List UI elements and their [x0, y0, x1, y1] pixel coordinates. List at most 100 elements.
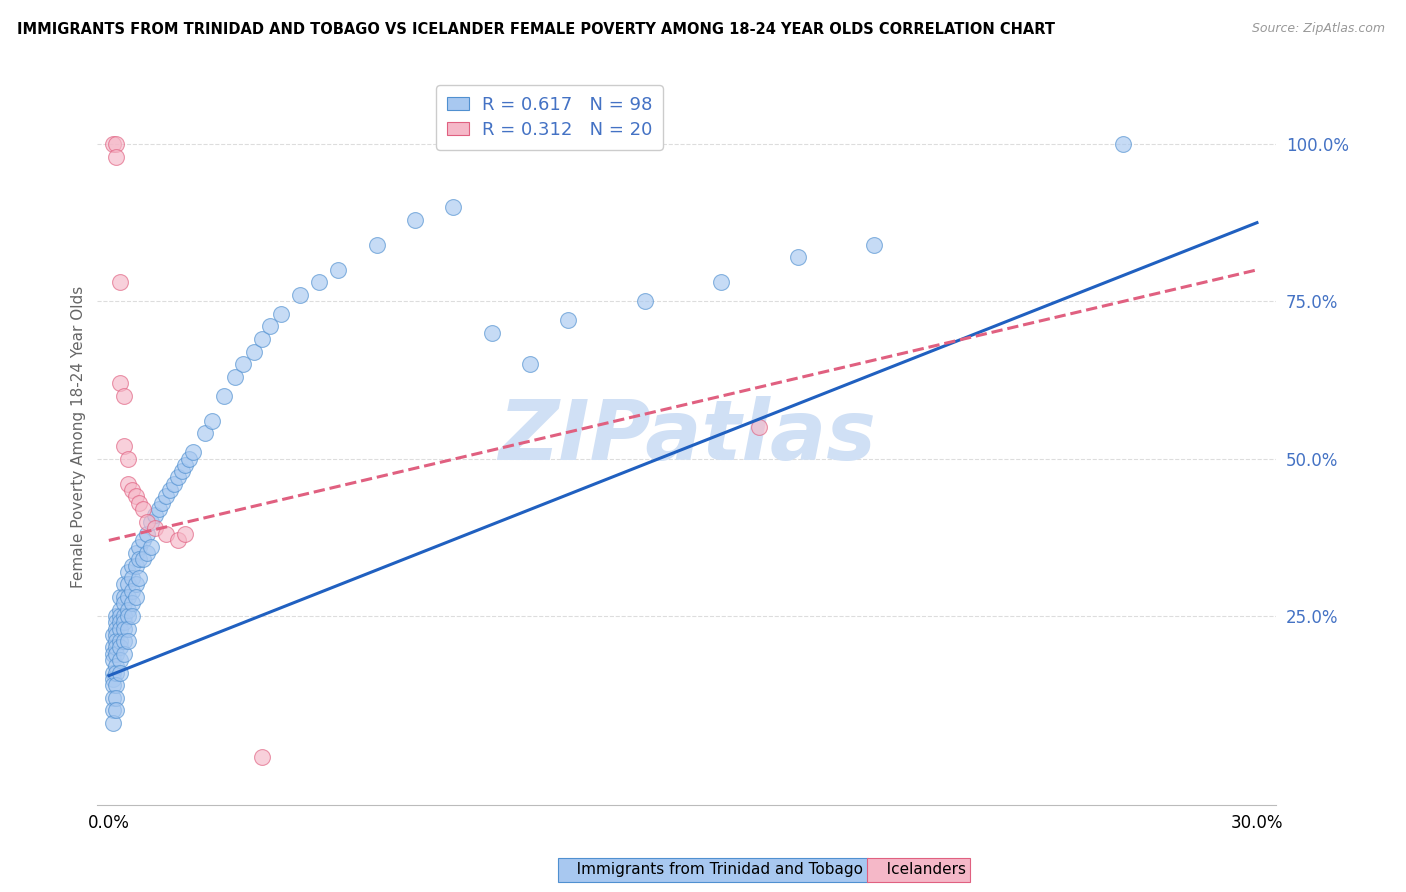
- Point: [863, 237, 886, 252]
- Point: [148, 502, 170, 516]
- Point: [112, 647, 135, 661]
- Point: [633, 294, 655, 309]
- Point: [166, 533, 188, 548]
- Point: [105, 665, 128, 680]
- Point: [201, 414, 224, 428]
- Point: [105, 703, 128, 717]
- Point: [110, 376, 132, 391]
- Point: [710, 276, 733, 290]
- Point: [132, 533, 155, 548]
- Point: [181, 445, 204, 459]
- Point: [139, 515, 162, 529]
- Point: [124, 577, 146, 591]
- Point: [121, 571, 143, 585]
- Point: [105, 659, 128, 673]
- Point: [110, 640, 132, 655]
- Point: [748, 420, 770, 434]
- Point: [121, 596, 143, 610]
- Point: [786, 250, 808, 264]
- Point: [121, 583, 143, 598]
- Point: [117, 590, 139, 604]
- Point: [132, 502, 155, 516]
- Point: [112, 389, 135, 403]
- Point: [105, 608, 128, 623]
- Point: [290, 288, 312, 302]
- Point: [308, 276, 330, 290]
- Point: [117, 602, 139, 616]
- Point: [174, 458, 197, 472]
- Point: [441, 200, 464, 214]
- Point: [101, 647, 124, 661]
- Point: [117, 451, 139, 466]
- Legend: R = 0.617   N = 98, R = 0.312   N = 20: R = 0.617 N = 98, R = 0.312 N = 20: [436, 85, 662, 150]
- Point: [124, 590, 146, 604]
- Point: [117, 622, 139, 636]
- Point: [117, 476, 139, 491]
- Point: [193, 426, 215, 441]
- Point: [110, 665, 132, 680]
- Point: [110, 590, 132, 604]
- Point: [117, 565, 139, 579]
- Point: [112, 577, 135, 591]
- Point: [121, 483, 143, 497]
- Point: [250, 332, 273, 346]
- Point: [174, 527, 197, 541]
- Point: [117, 634, 139, 648]
- Point: [155, 489, 177, 503]
- Point: [105, 628, 128, 642]
- Point: [159, 483, 181, 497]
- Point: [105, 634, 128, 648]
- Point: [152, 496, 174, 510]
- Point: [110, 622, 132, 636]
- Text: IMMIGRANTS FROM TRINIDAD AND TOBAGO VS ICELANDER FEMALE POVERTY AMONG 18-24 YEAR: IMMIGRANTS FROM TRINIDAD AND TOBAGO VS I…: [17, 22, 1054, 37]
- Y-axis label: Female Poverty Among 18-24 Year Olds: Female Poverty Among 18-24 Year Olds: [72, 285, 86, 588]
- Point: [112, 590, 135, 604]
- Point: [128, 540, 150, 554]
- Point: [519, 357, 541, 371]
- Point: [136, 527, 159, 541]
- Point: [105, 678, 128, 692]
- Point: [132, 552, 155, 566]
- Point: [124, 489, 146, 503]
- Point: [270, 307, 292, 321]
- Point: [232, 357, 254, 371]
- Point: [101, 690, 124, 705]
- Point: [121, 558, 143, 573]
- Point: [112, 439, 135, 453]
- Point: [481, 326, 503, 340]
- Point: [179, 451, 201, 466]
- Point: [163, 476, 186, 491]
- Point: [105, 640, 128, 655]
- Point: [112, 622, 135, 636]
- Text: ZIPatlas: ZIPatlas: [498, 396, 876, 477]
- Point: [124, 558, 146, 573]
- Point: [101, 703, 124, 717]
- Point: [105, 690, 128, 705]
- Point: [112, 615, 135, 630]
- Text: Source: ZipAtlas.com: Source: ZipAtlas.com: [1251, 22, 1385, 36]
- Point: [557, 313, 579, 327]
- Point: [121, 608, 143, 623]
- Point: [128, 552, 150, 566]
- Point: [212, 389, 235, 403]
- Point: [110, 276, 132, 290]
- Point: [259, 319, 281, 334]
- Point: [136, 515, 159, 529]
- Point: [101, 715, 124, 730]
- Point: [404, 212, 426, 227]
- Point: [105, 150, 128, 164]
- Text: Immigrants from Trinidad and Tobago: Immigrants from Trinidad and Tobago: [562, 863, 863, 877]
- Point: [105, 647, 128, 661]
- Point: [243, 344, 266, 359]
- Point: [101, 653, 124, 667]
- Point: [124, 546, 146, 560]
- Point: [110, 653, 132, 667]
- Point: [112, 596, 135, 610]
- Point: [112, 608, 135, 623]
- Point: [101, 678, 124, 692]
- Text: Icelanders: Icelanders: [872, 863, 966, 877]
- Point: [139, 540, 162, 554]
- Point: [170, 464, 193, 478]
- Point: [110, 608, 132, 623]
- Point: [143, 521, 166, 535]
